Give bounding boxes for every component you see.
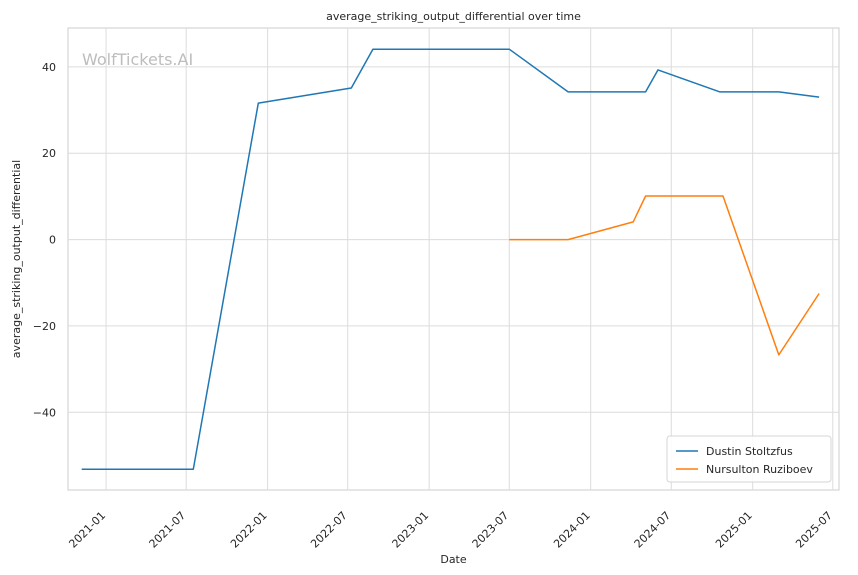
legend-entry: Dustin Stoltzfus (706, 445, 793, 458)
x-tick-label: 2025-01 (713, 509, 755, 551)
x-tick-label: 2021-01 (66, 509, 108, 551)
y-tick-label: −40 (33, 406, 56, 419)
plot-area (67, 27, 840, 491)
legend: Dustin Stoltzfus Nursulton Ruziboev (666, 435, 832, 483)
y-axis-label: average_striking_output_differential (10, 160, 23, 358)
x-tick-label: 2024-01 (551, 509, 593, 551)
watermark: WolfTickets.AI (82, 50, 193, 69)
x-tick-label: 2021-07 (147, 509, 189, 551)
y-tick-label: −20 (33, 320, 56, 333)
legend-frame (666, 435, 832, 483)
x-tick-label: 2022-07 (308, 509, 350, 551)
x-tick-label: 2025-07 (793, 509, 835, 551)
x-tick-label: 2024-07 (632, 509, 674, 551)
series-line-2 (509, 195, 820, 356)
chart-title: average_striking_output_differential ove… (326, 10, 581, 23)
y-tick-label: 40 (42, 61, 56, 74)
legend-entry: Nursulton Ruziboev (706, 463, 813, 476)
x-tick-label: 2022-01 (228, 509, 270, 551)
y-tick-label: 0 (49, 234, 56, 247)
x-tick-label: 2023-07 (470, 509, 512, 551)
y-tick-label: 20 (42, 147, 56, 160)
grid (68, 28, 839, 490)
x-axis-label: Date (440, 553, 467, 566)
series-line-1 (81, 48, 820, 471)
series-lines (81, 48, 820, 471)
x-tick-label: 2023-01 (390, 509, 432, 551)
